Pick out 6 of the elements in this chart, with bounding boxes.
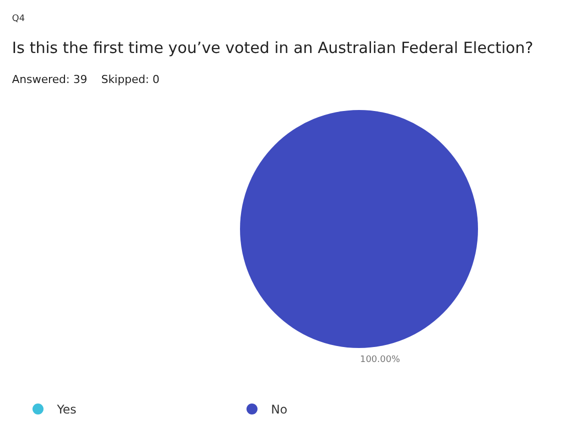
legend-label: Yes <box>56 402 76 416</box>
legend-label: No <box>271 402 288 416</box>
chart-title: Is this the first time you’ve voted in an Australian Federal Election? <box>12 39 534 57</box>
text: Q4 <box>12 14 26 24</box>
data-label: 100.00% <box>360 355 400 365</box>
chart-subtitle: Answered: 39 Skipped: 0 <box>12 73 160 86</box>
